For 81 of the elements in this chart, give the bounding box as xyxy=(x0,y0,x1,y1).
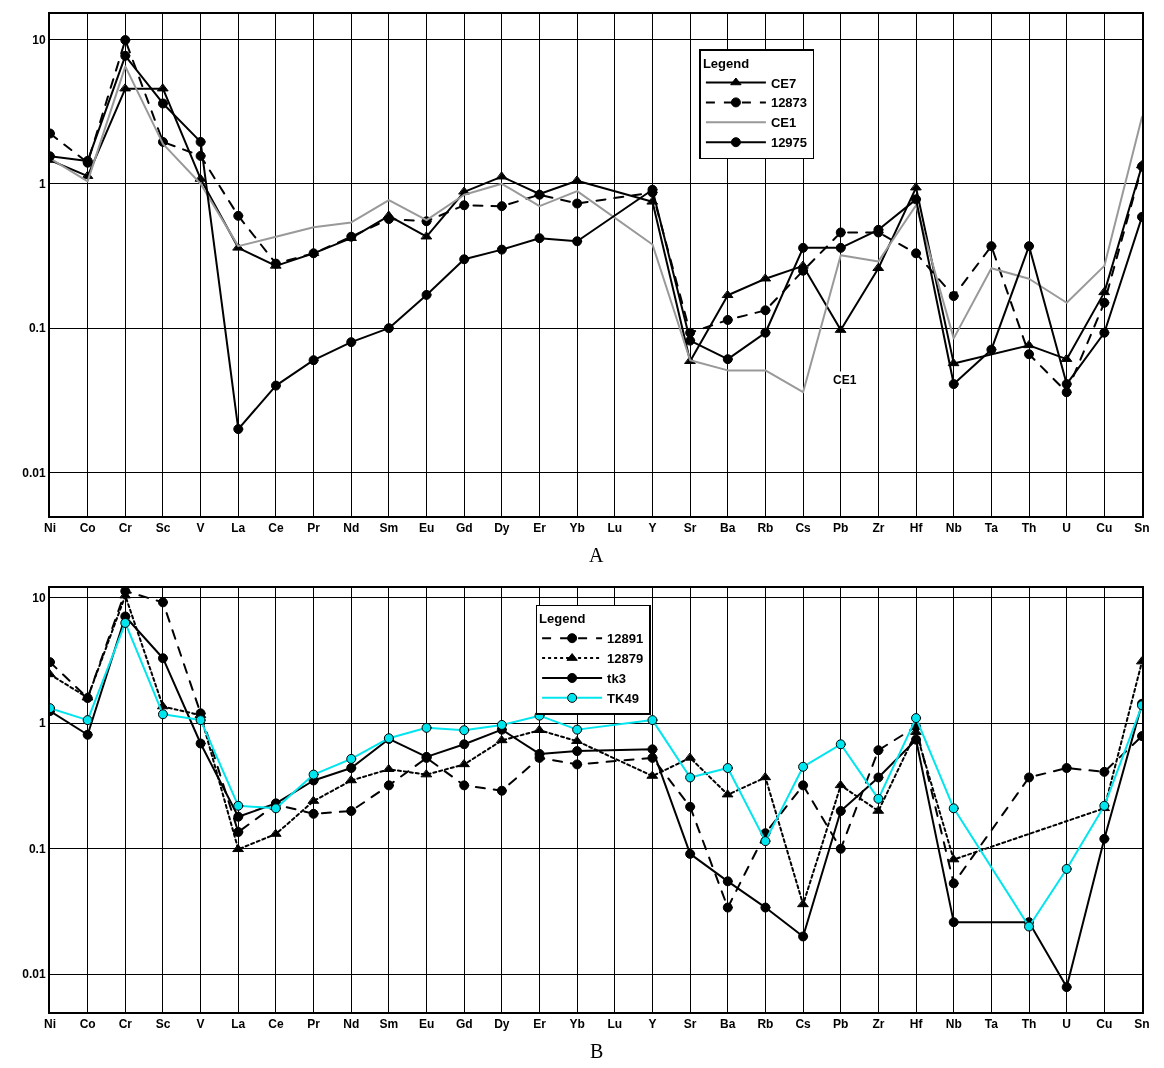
x-tick-label: Nd xyxy=(343,521,360,536)
x-tick-label: Cu xyxy=(1096,1017,1113,1032)
x-tick-label: Ta xyxy=(984,1017,999,1032)
x-tick-label: Ba xyxy=(720,521,736,536)
legend-label: 12975 xyxy=(770,135,808,151)
x-tick-label: Hf xyxy=(909,521,924,536)
x-tick-label: Nb xyxy=(945,1017,962,1032)
x-tick-label: Eu xyxy=(418,521,435,536)
x-tick-label: Pb xyxy=(833,1017,849,1032)
y-tick-label: 0.01 xyxy=(22,465,46,480)
x-tick-label: Gd xyxy=(455,521,473,536)
x-tick-label: Sm xyxy=(379,521,399,536)
annotation: CE1 xyxy=(833,373,857,387)
x-tick-label: Yb xyxy=(569,1017,585,1032)
x-tick-label: V xyxy=(196,521,205,536)
legend-label: 12879 xyxy=(607,651,644,667)
x-tick-label: Ce xyxy=(268,521,284,536)
x-tick-label: Sr xyxy=(683,521,697,536)
x-tick-label: Ce xyxy=(268,1017,284,1032)
y-tick-label: 1 xyxy=(38,716,46,731)
legend-label: TK49 xyxy=(607,690,639,706)
x-tick-label: Th xyxy=(1021,521,1037,536)
y-tick-label: 1 xyxy=(38,177,46,191)
x-tick-label: Sn xyxy=(1134,1017,1150,1032)
y-tick-label: 0.01 xyxy=(22,967,46,982)
x-tick-label: Rb xyxy=(757,521,774,536)
x-tick-label: U xyxy=(1062,1017,1072,1032)
x-tick-label: Co xyxy=(79,521,96,536)
x-tick-label: Ni xyxy=(44,1017,56,1032)
x-tick-label: Zr xyxy=(872,521,885,536)
x-tick-label: La xyxy=(231,521,246,536)
x-tick-label: Pr xyxy=(307,521,321,536)
x-tick-label: Nb xyxy=(945,521,962,536)
y-tick-label: 0.1 xyxy=(28,841,46,856)
x-tick-label: Th xyxy=(1021,1017,1037,1032)
y-tick-label: 0.1 xyxy=(28,321,46,336)
legend-title: Legend xyxy=(539,611,586,627)
y-tick-label: 10 xyxy=(32,32,46,47)
y-tick-label: 10 xyxy=(32,591,46,605)
x-tick-label: Cr xyxy=(118,1017,133,1032)
x-tick-label: Ni xyxy=(44,521,56,536)
x-tick-label: Cs xyxy=(795,1017,812,1032)
x-tick-label: U xyxy=(1062,521,1072,536)
x-tick-label: Pb xyxy=(833,521,849,536)
x-tick-label: Nd xyxy=(343,1017,360,1032)
x-tick-label: Er xyxy=(533,1017,547,1032)
x-tick-label: Hf xyxy=(909,1017,924,1032)
x-tick-label: Sc xyxy=(155,1017,171,1032)
x-tick-label: La xyxy=(231,1017,246,1032)
legend-label: CE7 xyxy=(770,75,797,91)
x-tick-label: Yb xyxy=(569,521,585,536)
legend-label: 12873 xyxy=(770,95,808,111)
x-tick-label: Lu xyxy=(607,521,623,536)
x-tick-label: V xyxy=(196,1017,205,1032)
x-tick-label: Rb xyxy=(757,1017,774,1032)
legend-label: tk3 xyxy=(607,671,626,687)
x-tick-label: Dy xyxy=(494,1017,510,1032)
x-tick-label: Dy xyxy=(494,521,510,536)
x-tick-label: Zr xyxy=(872,1017,885,1032)
x-tick-label: Sc xyxy=(155,521,171,536)
x-tick-label: Co xyxy=(79,1017,96,1032)
x-tick-label: Gd xyxy=(455,1017,473,1032)
x-tick-label: Pr xyxy=(307,1017,321,1032)
x-tick-label: Cr xyxy=(118,521,133,536)
x-tick-label: Y xyxy=(648,1017,657,1032)
text: A xyxy=(589,544,604,566)
x-tick-label: Er xyxy=(533,521,547,536)
x-tick-label: Eu xyxy=(418,1017,435,1032)
x-tick-label: Cu xyxy=(1096,521,1113,536)
legend-label: 12891 xyxy=(607,631,644,647)
x-tick-label: Ba xyxy=(720,1017,736,1032)
legend-label: CE1 xyxy=(770,115,797,131)
x-tick-label: Lu xyxy=(607,1017,623,1032)
x-tick-label: Sn xyxy=(1134,521,1150,536)
x-tick-label: Ta xyxy=(984,521,999,536)
x-tick-label: Sr xyxy=(683,1017,697,1032)
x-tick-label: Sm xyxy=(379,1017,399,1032)
legend-title: Legend xyxy=(702,55,750,71)
text: B xyxy=(590,1040,604,1062)
x-tick-label: Cs xyxy=(795,521,812,536)
x-tick-label: Y xyxy=(648,521,657,536)
